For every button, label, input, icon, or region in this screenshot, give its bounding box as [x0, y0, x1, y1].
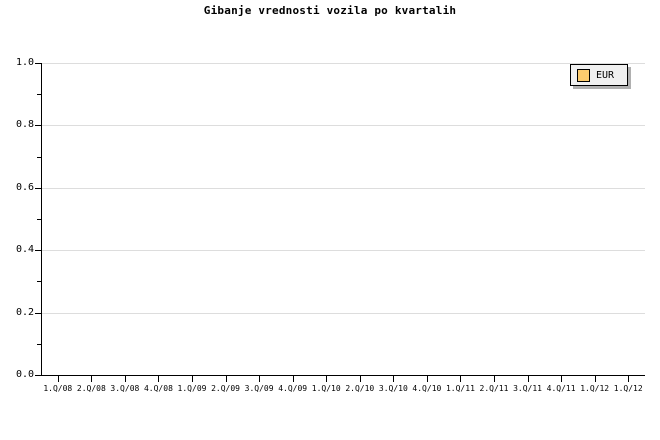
x-tick — [125, 376, 126, 382]
y-tick-minor — [37, 157, 41, 158]
y-tick-major — [35, 250, 41, 251]
x-tick — [360, 376, 361, 382]
y-tick-minor — [37, 219, 41, 220]
x-tick — [226, 376, 227, 382]
x-tick-label: 1.Q/10 — [311, 384, 341, 393]
x-tick — [528, 376, 529, 382]
y-tick-label: 0.4 — [15, 244, 34, 256]
legend-label-eur: EUR — [596, 69, 615, 81]
x-tick-label: 3.Q/08 — [110, 384, 140, 393]
x-tick-label: 3.Q/09 — [244, 384, 274, 393]
x-tick — [494, 376, 495, 382]
y-tick-major — [35, 63, 41, 64]
x-tick-label: 4.Q/10 — [412, 384, 442, 393]
y-tick-label: 0.6 — [15, 181, 34, 193]
chart-title: Gibanje vrednosti vozila po kvartalih — [203, 4, 457, 17]
x-tick-label: 4.Q/08 — [143, 384, 173, 393]
x-tick-label: 4.Q/11 — [546, 384, 576, 393]
x-tick-label: 1.Q/09 — [177, 384, 207, 393]
x-tick — [460, 376, 461, 382]
gridline-y — [41, 125, 645, 126]
x-tick-label: 1.Q/12 — [580, 384, 610, 393]
plot-area — [35, 63, 645, 382]
y-tick-minor — [37, 344, 41, 345]
y-tick-label: 0.0 — [15, 369, 34, 380]
x-tick — [628, 376, 629, 382]
x-tick-label: 3.Q/10 — [378, 384, 408, 393]
y-tick-label: 1.0 — [15, 57, 34, 68]
gridline-y — [41, 188, 645, 189]
x-tick — [427, 376, 428, 382]
gridline-y — [41, 63, 645, 64]
y-tick-major — [35, 313, 41, 314]
x-tick-label: 2.Q/11 — [479, 384, 509, 393]
x-tick-label: 3.Q/11 — [513, 384, 542, 393]
x-tick — [259, 376, 260, 382]
x-tick — [595, 376, 596, 382]
x-tick-label: 2.Q/09 — [211, 384, 240, 393]
x-tick-label: 1.Q/11 — [445, 384, 475, 393]
y-tick-minor — [37, 281, 41, 282]
y-tick-label: 0.8 — [15, 119, 34, 131]
legend-box[interactable]: EUR — [570, 64, 628, 86]
x-tick — [293, 376, 294, 382]
y-tick-major — [35, 375, 41, 376]
x-tick-label: 4.Q/09 — [278, 384, 308, 393]
x-tick — [192, 376, 193, 382]
y-tick-major — [35, 125, 41, 126]
y-tick-label: 0.2 — [15, 306, 34, 318]
x-tick — [158, 376, 159, 382]
y-tick-minor — [37, 94, 41, 95]
x-tick — [561, 376, 562, 382]
y-tick-major — [35, 188, 41, 189]
x-tick-label: 2.Q/10 — [345, 384, 375, 393]
x-tick-label: 1.Q/08 — [43, 384, 73, 393]
x-tick-label: 2.Q/08 — [76, 384, 106, 393]
y-axis-line — [41, 63, 42, 376]
legend-swatch-eur — [577, 68, 590, 82]
chart-legend[interactable]: EUR — [570, 64, 631, 89]
gridline-y — [41, 250, 645, 251]
x-tick — [58, 376, 59, 382]
x-tick — [393, 376, 394, 382]
plot-background — [41, 63, 645, 375]
x-axis-line — [41, 375, 645, 376]
x-tick-label: 1.Q/12 — [613, 384, 643, 393]
x-tick — [91, 376, 92, 382]
x-tick — [326, 376, 327, 382]
gridline-y — [41, 313, 645, 314]
